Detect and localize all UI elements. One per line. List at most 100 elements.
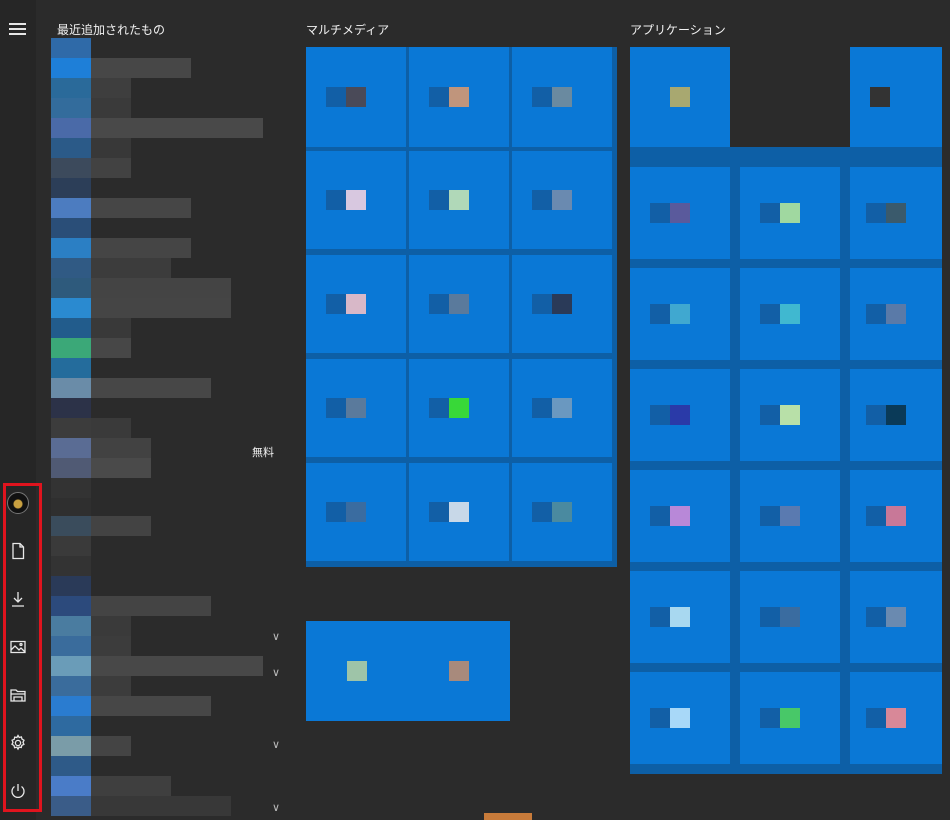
app-tile[interactable]	[630, 672, 730, 764]
list-item[interactable]	[51, 716, 281, 736]
app-tile[interactable]	[630, 268, 730, 360]
app-tile[interactable]	[512, 463, 612, 561]
app-tile[interactable]	[409, 47, 509, 147]
app-tile[interactable]	[740, 369, 840, 461]
list-item[interactable]	[51, 298, 281, 318]
app-tile[interactable]	[306, 621, 408, 721]
file-explorer-button[interactable]	[6, 683, 30, 707]
app-tile[interactable]	[409, 463, 509, 561]
app-tile[interactable]	[306, 255, 406, 353]
pictures-button[interactable]	[6, 635, 30, 659]
icon-shade	[429, 190, 449, 210]
list-item[interactable]	[51, 656, 281, 676]
app-tile[interactable]	[850, 571, 942, 663]
app-icon	[670, 506, 690, 526]
list-item[interactable]	[51, 98, 281, 118]
documents-button[interactable]	[6, 539, 30, 563]
chevron-down-icon[interactable]: ∨	[272, 739, 281, 751]
list-item[interactable]	[51, 318, 281, 338]
list-item[interactable]	[51, 58, 281, 78]
list-item[interactable]	[51, 478, 281, 498]
list-item[interactable]	[51, 498, 281, 518]
app-tile[interactable]	[850, 47, 942, 147]
app-tile[interactable]	[850, 470, 942, 562]
chevron-down-icon[interactable]: ∨	[272, 802, 281, 814]
list-item[interactable]	[51, 636, 281, 656]
list-item[interactable]	[51, 398, 281, 418]
power-button[interactable]	[6, 779, 30, 803]
icon-shade	[760, 708, 780, 728]
app-tile[interactable]	[306, 151, 406, 249]
list-item[interactable]	[51, 418, 281, 438]
downloads-button[interactable]	[6, 587, 30, 611]
list-item[interactable]	[51, 278, 281, 298]
app-tile[interactable]	[408, 621, 510, 721]
list-item[interactable]	[51, 178, 281, 198]
list-item[interactable]	[51, 238, 281, 258]
app-tile[interactable]	[306, 463, 406, 561]
list-item[interactable]	[51, 158, 281, 178]
list-item[interactable]	[51, 358, 281, 378]
app-tile[interactable]	[630, 167, 730, 259]
list-item[interactable]	[51, 536, 281, 556]
list-item[interactable]	[51, 616, 281, 636]
list-item[interactable]	[51, 138, 281, 158]
app-tile[interactable]	[850, 672, 942, 764]
app-tile[interactable]	[306, 47, 406, 147]
settings-button[interactable]	[6, 731, 30, 755]
app-tile[interactable]	[630, 369, 730, 461]
list-item[interactable]	[51, 218, 281, 238]
app-icon	[449, 87, 469, 107]
app-icon	[449, 294, 469, 314]
list-item[interactable]	[51, 198, 281, 218]
list-item[interactable]	[51, 576, 281, 596]
list-item[interactable]	[51, 458, 281, 478]
app-tile[interactable]	[409, 151, 509, 249]
app-tile[interactable]	[740, 571, 840, 663]
list-item[interactable]	[51, 776, 281, 796]
app-tile[interactable]	[740, 672, 840, 764]
list-item[interactable]	[51, 516, 281, 536]
chevron-down-icon[interactable]: ∨	[272, 631, 281, 643]
list-item[interactable]	[51, 756, 281, 776]
group-title-applications[interactable]: アプリケーション	[630, 23, 726, 37]
app-tile[interactable]	[850, 167, 942, 259]
app-icon	[886, 203, 906, 223]
list-item[interactable]	[51, 338, 281, 358]
recent-header: 最近追加されたもの	[57, 23, 166, 37]
app-tile[interactable]	[512, 47, 612, 147]
icon-shade	[650, 203, 670, 223]
list-item[interactable]	[51, 556, 281, 576]
list-item[interactable]	[51, 378, 281, 398]
hamburger-menu-icon[interactable]	[9, 23, 26, 35]
list-item[interactable]	[51, 258, 281, 278]
app-tile[interactable]	[740, 470, 840, 562]
group-title-multimedia[interactable]: マルチメディア	[306, 23, 390, 37]
list-item[interactable]	[51, 438, 281, 458]
app-tile[interactable]	[306, 359, 406, 457]
list-item[interactable]	[51, 696, 281, 716]
app-tile[interactable]	[630, 571, 730, 663]
app-tile[interactable]	[409, 255, 509, 353]
chevron-down-icon[interactable]: ∨	[272, 667, 281, 679]
list-item[interactable]	[51, 796, 281, 816]
app-tile[interactable]	[630, 47, 730, 147]
app-tile[interactable]	[740, 268, 840, 360]
app-tile[interactable]	[409, 359, 509, 457]
app-tile[interactable]	[850, 369, 942, 461]
user-account-button[interactable]	[6, 491, 30, 515]
list-item[interactable]	[51, 118, 281, 138]
app-tile[interactable]	[740, 167, 840, 259]
list-item[interactable]	[51, 676, 281, 696]
app-icon	[670, 607, 690, 627]
app-tile[interactable]	[630, 470, 730, 562]
app-tile[interactable]	[512, 359, 612, 457]
list-item[interactable]	[51, 38, 281, 58]
app-tile[interactable]	[512, 151, 612, 249]
picture-icon	[10, 640, 26, 654]
list-item[interactable]	[51, 736, 281, 756]
list-item[interactable]	[51, 596, 281, 616]
app-tile[interactable]	[850, 268, 942, 360]
app-tile[interactable]	[512, 255, 612, 353]
list-item[interactable]	[51, 78, 281, 98]
